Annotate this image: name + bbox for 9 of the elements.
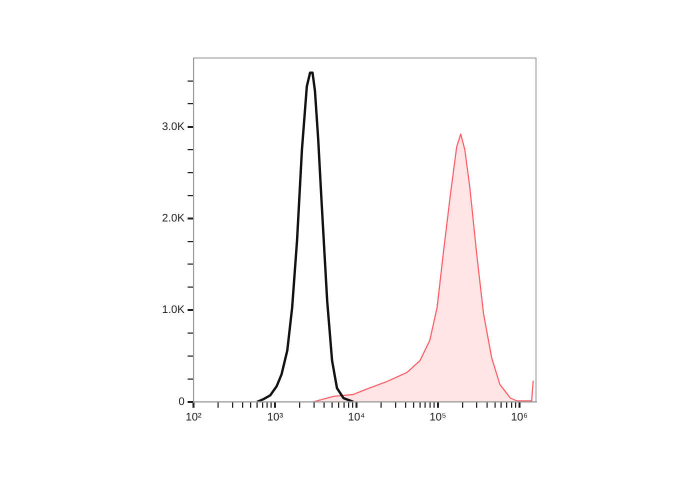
y-tick-label: 2.0K [162, 212, 186, 224]
x-tick-label: 10³ [267, 411, 284, 424]
x-tick-label: 10⁴ [348, 411, 366, 424]
y-tick-label: 3.0K [162, 120, 186, 133]
y-tick-label: 1.0K [162, 304, 186, 316]
x-tick-label: 10² [186, 411, 202, 424]
x-tick-label: 10⁶ [510, 411, 528, 424]
x-tick-label: 10⁵ [430, 411, 446, 424]
y-tick-label: 0 [178, 396, 185, 408]
